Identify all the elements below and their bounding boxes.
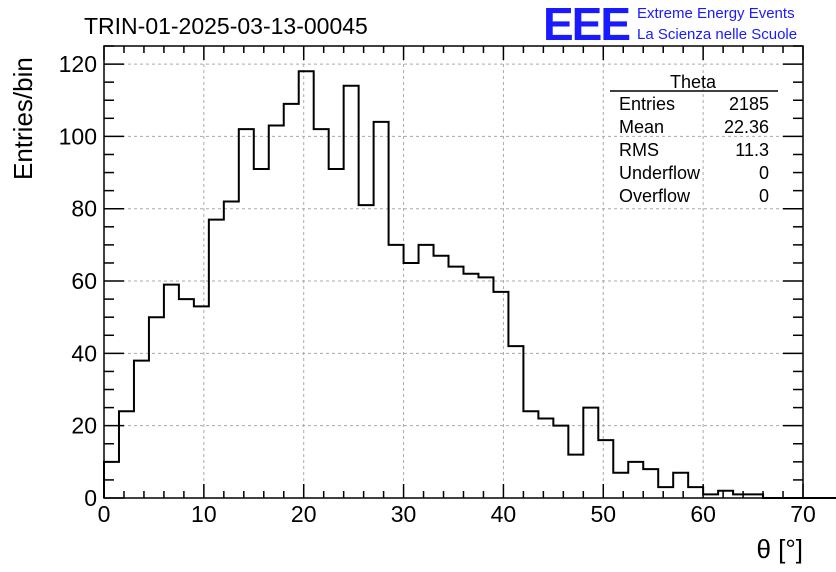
plot-frame <box>103 45 804 499</box>
y-tick-labels: 0 20 40 60 80 100 120 <box>59 51 97 511</box>
y-tick-label: 0 <box>84 485 97 511</box>
x-tick-label: 70 <box>790 501 816 527</box>
y-tick-label: 40 <box>71 340 97 366</box>
stats-label-entries: Entries <box>619 94 675 114</box>
y-axis-label: Entries/bin <box>8 57 38 180</box>
stats-label-mean: Mean <box>619 117 664 137</box>
x-tick-label: 0 <box>98 501 111 527</box>
y-tick-label: 100 <box>59 123 97 149</box>
stats-label-underflow: Underflow <box>619 163 701 183</box>
stats-value-overflow: 0 <box>759 186 769 206</box>
y-tick-label: 80 <box>71 196 97 222</box>
logo-line-2: La Scienza nelle Scuole <box>637 26 797 43</box>
stats-title: Theta <box>670 72 717 92</box>
x-tick-label: 50 <box>590 501 616 527</box>
axis-ticks <box>103 45 804 499</box>
stats-value-mean: 22.36 <box>724 117 769 137</box>
y-tick-label: 20 <box>71 413 97 439</box>
y-tick-label: 60 <box>71 268 97 294</box>
stats-label-overflow: Overflow <box>619 186 691 206</box>
histogram-outline <box>103 70 836 499</box>
grid-lines <box>104 46 803 498</box>
chart-title: TRIN-01-2025-03-13-00045 <box>84 13 368 39</box>
x-axis-label: θ [°] <box>756 534 803 564</box>
stats-value-rms: 11.3 <box>735 140 769 160</box>
x-tick-label: 10 <box>191 501 217 527</box>
logo-mark: EEE <box>543 0 629 50</box>
y-tick-label: 120 <box>59 51 97 77</box>
eee-logo: EEE Extreme Energy Events La Scienza nel… <box>543 0 797 50</box>
stats-box: Theta Entries 2185 Mean 22.36 RMS 11.3 U… <box>610 72 778 206</box>
stats-value-entries: 2185 <box>729 94 769 114</box>
stats-label-rms: RMS <box>619 140 659 160</box>
x-tick-label: 30 <box>391 501 417 527</box>
x-tick-label: 40 <box>491 501 517 527</box>
x-tick-labels: 0 10 20 30 40 50 60 70 <box>98 501 816 527</box>
x-tick-label: 20 <box>291 501 317 527</box>
stats-value-underflow: 0 <box>759 163 769 183</box>
logo-line-1: Extreme Energy Events <box>637 5 795 22</box>
x-tick-label: 60 <box>690 501 716 527</box>
